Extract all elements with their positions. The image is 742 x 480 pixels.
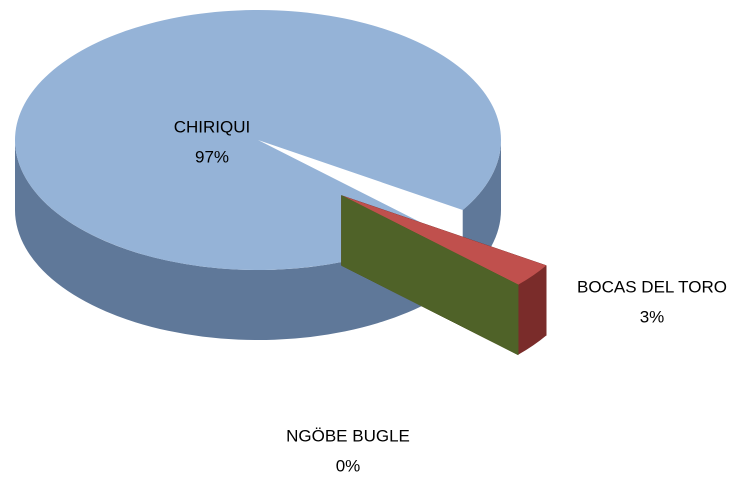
slice (341, 195, 547, 285)
slice-value-label: 97% (195, 147, 229, 166)
slice-face (341, 195, 519, 356)
slice-side (518, 265, 547, 355)
pie (15, 10, 547, 356)
labels: CHIRIQUI 97% BOCAS DEL TORO 3% NGÖBE BUGLE 0% (174, 117, 727, 475)
slice-label: CHIRIQUI (174, 117, 251, 136)
slice (15, 10, 502, 271)
slice-label: NGÖBE BUGLE (286, 426, 410, 445)
slice-label: BOCAS DEL TORO (577, 277, 727, 296)
slice-side (15, 140, 435, 340)
slice-value-label: 0% (336, 456, 361, 475)
slice-value-label: 3% (640, 307, 665, 326)
